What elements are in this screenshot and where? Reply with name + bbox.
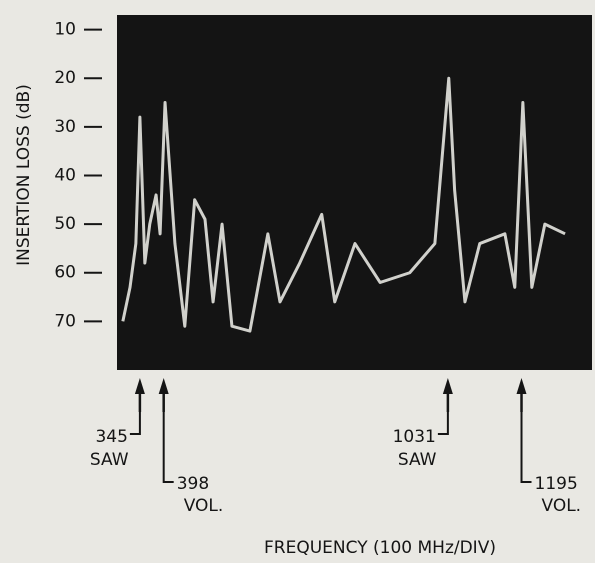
trace	[121, 76, 566, 333]
bracket	[520, 412, 532, 483]
y-tick-label: 20	[54, 68, 76, 88]
annotation-freq: 398	[177, 474, 209, 494]
bracket	[162, 412, 174, 483]
y-tick-label: 50	[54, 214, 76, 234]
annotation-freq: 345	[95, 427, 127, 447]
plot-area	[117, 15, 592, 370]
annotation-text: VOL.	[542, 496, 582, 516]
annotation-freq: 1031	[393, 427, 436, 447]
y-tick-label: 60	[54, 263, 76, 283]
y-tick-label: 40	[54, 165, 76, 185]
annotation-text: VOL.	[184, 496, 224, 516]
annotation-text: SAW	[398, 450, 437, 470]
x-axis-label: FREQUENCY (100 MHz/DIV)	[264, 538, 496, 558]
bracket	[129, 412, 141, 435]
y-tick-label: 10	[54, 20, 76, 40]
annotation-text: SAW	[90, 450, 129, 470]
y-axis-label: INSERTION LOSS (dB)	[14, 84, 34, 266]
arrow-head	[134, 378, 145, 394]
arrow-head	[516, 378, 527, 394]
y-tick-label: 30	[54, 117, 76, 137]
annotation-freq: 1195	[535, 474, 578, 494]
arrow-head	[442, 378, 453, 394]
arrow-head	[158, 378, 169, 394]
bracket	[437, 412, 449, 435]
y-tick-label: 70	[54, 311, 76, 331]
